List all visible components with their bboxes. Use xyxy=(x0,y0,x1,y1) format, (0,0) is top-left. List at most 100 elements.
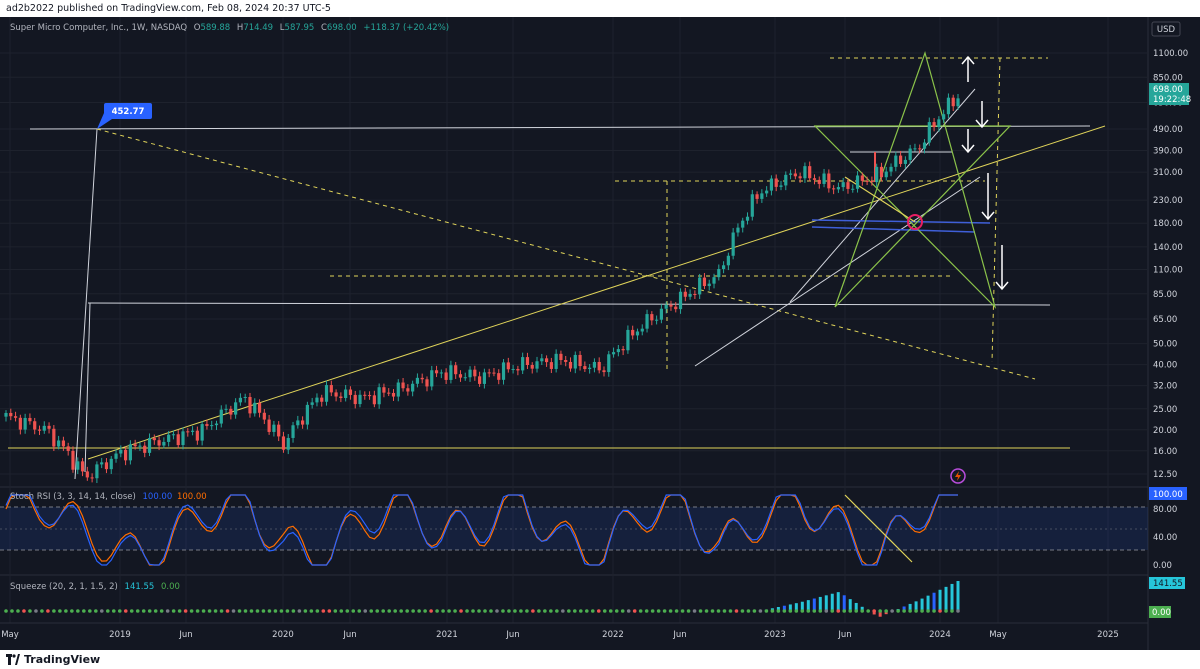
price-tick-label: 310.00 xyxy=(1153,168,1183,178)
squeeze-dot xyxy=(746,609,751,613)
time-axis: May 2019 Jun 2020 Jun 2021 Jun 2022 Jun 2023 Jun 20… xyxy=(1,630,1119,640)
price-tick-label: 40.00 xyxy=(1153,361,1177,371)
candle-body xyxy=(774,178,778,187)
squeeze-dot xyxy=(195,609,200,613)
candle-body xyxy=(482,372,486,384)
candle-body xyxy=(57,440,61,447)
squeeze-bar xyxy=(938,589,942,611)
candle-body xyxy=(195,430,199,441)
candle-body xyxy=(286,437,290,450)
time-tick-label: 2024 xyxy=(929,630,951,640)
chart-area[interactable]: Super Micro Computer, Inc., 1W, NASDAQ O… xyxy=(0,17,1200,650)
squeeze-dot xyxy=(926,609,930,613)
squeeze-dot xyxy=(82,609,86,613)
squeeze-dot xyxy=(740,609,745,613)
candle-body xyxy=(291,425,295,438)
squeeze-dot xyxy=(105,609,110,613)
candle-body xyxy=(4,412,8,417)
stoch-tick-label: 40.00 xyxy=(1153,533,1177,543)
candle-body xyxy=(152,438,156,441)
squeeze-bar xyxy=(908,603,912,611)
stoch-trendline xyxy=(844,494,913,563)
squeeze-dot xyxy=(698,609,703,613)
candle-body xyxy=(913,148,917,150)
candle-body xyxy=(611,352,616,355)
price-callout xyxy=(104,103,152,119)
candle-body xyxy=(908,148,912,160)
squeeze-dot xyxy=(46,609,50,613)
squeeze-dot xyxy=(357,609,362,613)
price-tick-label: 20.00 xyxy=(1153,426,1177,436)
candle-body xyxy=(296,420,300,426)
squeeze-dot xyxy=(273,609,278,613)
candle-body xyxy=(219,409,223,424)
squeeze-dot xyxy=(602,609,607,613)
candle-body xyxy=(870,181,874,183)
candle-body xyxy=(726,255,730,266)
squeeze-dot xyxy=(393,609,397,613)
squeeze-dot xyxy=(219,609,224,613)
squeeze-dot xyxy=(800,609,805,613)
candle-body xyxy=(377,387,381,405)
currency-label: USD xyxy=(1157,25,1176,35)
squeeze-dot xyxy=(596,609,601,613)
squeeze-dot xyxy=(363,609,368,613)
lightning-icon[interactable] xyxy=(950,468,966,484)
arrows xyxy=(961,55,1009,291)
squeeze-dot xyxy=(567,609,571,613)
price-tick-label: 140.00 xyxy=(1153,243,1183,253)
candle-body xyxy=(698,277,702,295)
candle-body xyxy=(406,388,410,392)
squeeze-dot xyxy=(782,609,787,613)
candle-body xyxy=(932,122,936,128)
squeeze-dot xyxy=(411,609,415,613)
publisher-text: ad2b2022 published on TradingView.com, F… xyxy=(6,3,331,14)
arrow-down-icon-2 xyxy=(961,129,975,154)
squeeze-bar xyxy=(914,601,918,611)
candle-body xyxy=(702,277,707,287)
stoch-tick-label: 80.00 xyxy=(1153,505,1177,515)
candle-body xyxy=(143,445,147,453)
candle-body xyxy=(946,97,951,115)
time-tick-label: Jun xyxy=(837,630,851,640)
squeeze-dot xyxy=(88,609,92,613)
candle-body xyxy=(181,431,185,446)
candle-body xyxy=(655,319,659,321)
candle-body xyxy=(621,349,625,351)
candle-body xyxy=(348,389,353,395)
vertical-leg-2 xyxy=(84,302,91,473)
squeeze-bar xyxy=(902,606,906,611)
price-axis: 1100.00850.00650.00490.00390.00310.00230… xyxy=(1153,49,1188,480)
price-tick-label: 85.00 xyxy=(1153,290,1177,300)
squeeze-dot xyxy=(812,609,817,613)
star-pattern xyxy=(813,51,1012,310)
squeeze-dot xyxy=(70,609,74,613)
squeeze-dot xyxy=(64,609,68,613)
candle-body xyxy=(37,429,42,431)
candle-body xyxy=(272,424,276,432)
candle-body xyxy=(832,188,836,190)
candle-body xyxy=(248,396,252,414)
candle-body xyxy=(817,179,821,184)
candle-body xyxy=(942,114,946,120)
candle-body xyxy=(511,368,515,370)
time-tick-label: 2020 xyxy=(272,630,294,640)
squeeze-dot xyxy=(584,609,589,613)
candle-body xyxy=(52,428,56,447)
squeeze-dot xyxy=(656,609,661,613)
squeeze-dot xyxy=(279,609,284,613)
currency-button[interactable] xyxy=(1151,21,1181,37)
squeeze-dot xyxy=(459,609,463,613)
candle-body xyxy=(516,368,520,371)
candle-body xyxy=(521,357,525,371)
candle-body xyxy=(578,354,582,367)
candle-body xyxy=(956,98,960,107)
squeeze-dot xyxy=(129,609,134,613)
price-tick-label: 180.00 xyxy=(1153,219,1183,229)
candle-body xyxy=(540,358,544,362)
squeeze-dot xyxy=(40,609,44,613)
time-tick-label: Jun xyxy=(178,630,192,640)
squeeze-dot xyxy=(183,609,188,613)
candle-body xyxy=(257,402,262,413)
candle-body xyxy=(463,377,467,379)
